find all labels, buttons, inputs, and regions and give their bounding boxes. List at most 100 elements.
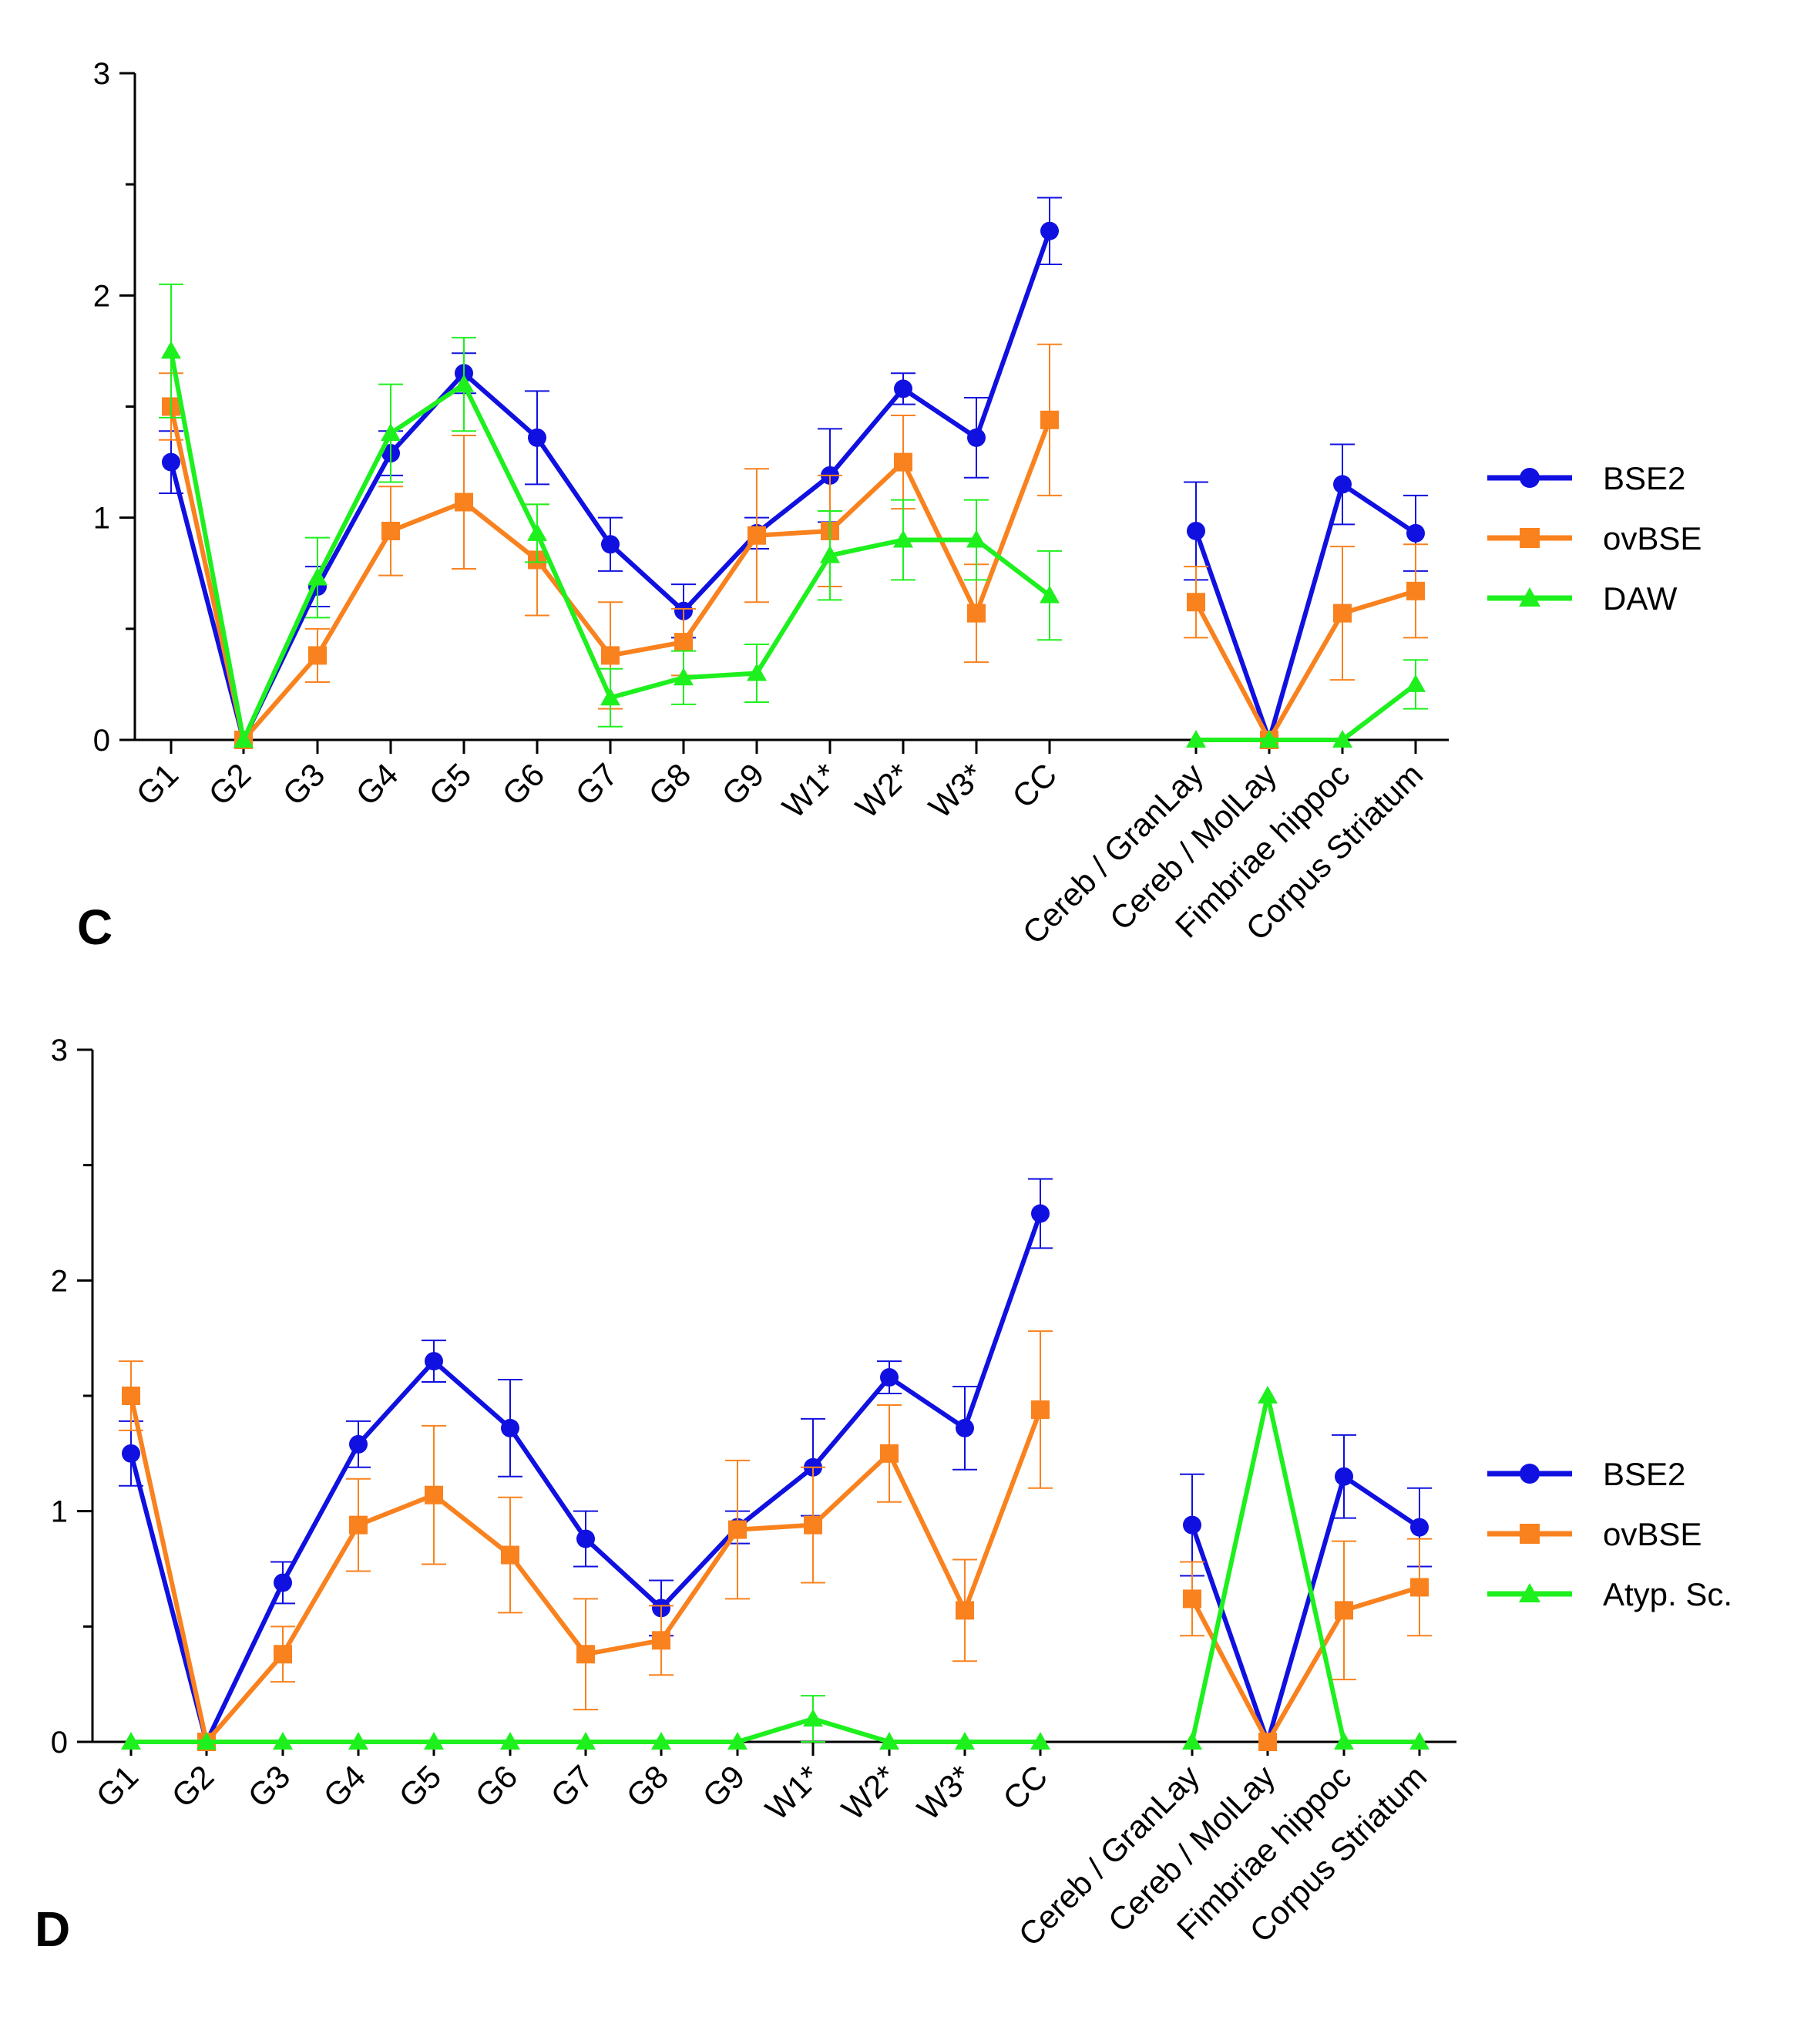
panel-c-series-1-point-6 xyxy=(601,646,620,665)
panel-d-series-1-point-16 xyxy=(1410,1578,1429,1597)
panel-d-series-0-point-15 xyxy=(1335,1467,1353,1486)
panel-c-legend-1-marker xyxy=(1520,528,1540,548)
panel-c-legend-0-marker xyxy=(1520,468,1540,488)
panel-c-series-1-line-1 xyxy=(1194,588,1416,742)
panel-c-series-2-point-9 xyxy=(820,545,840,563)
panel-c-series-1-point-13 xyxy=(1187,593,1205,612)
panel-c-series-2-point-15 xyxy=(1332,730,1352,748)
panel-d-series-2-point-9 xyxy=(803,1709,823,1727)
panel-c-series-2-point-2 xyxy=(307,567,328,586)
panel-d-series-1-point-12 xyxy=(1031,1400,1050,1419)
panel-c-x-tick-label-6: G7 xyxy=(569,756,625,812)
panel-d-x-tick-label-10: W2* xyxy=(835,1758,903,1827)
panel-d-x-tick-label-5: G6 xyxy=(469,1758,525,1814)
panel-d-series-2-point-8 xyxy=(727,1732,748,1750)
panel-c-x-tick-label-4: G5 xyxy=(422,756,479,812)
panel-c-x-tick-label-0: G1 xyxy=(129,756,186,812)
panel-d-series-2-point-2 xyxy=(273,1732,293,1750)
panel-c-series-2-point-14 xyxy=(1259,730,1279,748)
panel-c-series-1-point-7 xyxy=(674,633,693,652)
panel-d-y-tick-label-2: 2 xyxy=(51,1264,68,1298)
panel-d-x-tick-label-1: G2 xyxy=(165,1758,221,1814)
panel-d-legend-1-label: ovBSE xyxy=(1603,1516,1702,1552)
panel-d-x-tick-label-3: G4 xyxy=(317,1758,373,1814)
panel-c-x-tick-label-12: CC xyxy=(1005,756,1063,815)
panel-c-series-2-point-11 xyxy=(966,529,986,548)
panel-c-x-tick-label-3: G4 xyxy=(349,756,405,812)
panel-c-legend-2-label: DAW xyxy=(1603,580,1678,617)
panel-c-x-tick-label-2: G3 xyxy=(276,756,332,812)
panel-c-series-2-point-16 xyxy=(1406,674,1426,692)
panel-c-y-tick-label-0: 0 xyxy=(93,724,110,758)
panel-c-series-2-point-4 xyxy=(454,374,474,392)
panel-d-legend-1-marker xyxy=(1520,1524,1540,1544)
panel-c-x-tick-label-11: W3* xyxy=(922,756,990,825)
panel-d-series-0-point-0 xyxy=(122,1444,140,1463)
panel-c-series-2-point-6 xyxy=(600,687,620,706)
panel-d-x-tick-label-2: G3 xyxy=(241,1758,297,1814)
panel-c-x-tick-label-8: G9 xyxy=(715,756,771,812)
panel-c-series-2-line-1 xyxy=(1196,682,1417,742)
panel-d-series-1-point-8 xyxy=(728,1520,747,1539)
panel-c-series-2-point-13 xyxy=(1186,730,1206,748)
panel-d-x-tick-label-12: CC xyxy=(996,1758,1054,1817)
panel-c-series-2-point-8 xyxy=(747,663,767,681)
panel-c-series-0-point-15 xyxy=(1333,475,1352,494)
panel-c-x-tick-label-1: G2 xyxy=(202,756,258,812)
panel-d-series-2-point-5 xyxy=(500,1732,520,1750)
panel-d-series-0-point-12 xyxy=(1031,1204,1050,1223)
panel-d-series-2-point-12 xyxy=(1030,1732,1050,1750)
panel-d-series-0-point-2 xyxy=(274,1573,292,1592)
panel-d-series-0-point-11 xyxy=(956,1418,974,1437)
panel-d-series-1-point-11 xyxy=(956,1601,974,1620)
panel-d-series-0-point-3 xyxy=(349,1434,368,1454)
panel-c-series-0-point-12 xyxy=(1040,221,1059,240)
panel-d-series-2-point-3 xyxy=(348,1732,368,1750)
panel-c-x-tick-label-9: W1* xyxy=(775,756,844,825)
panel-c-series-2-point-10 xyxy=(893,529,913,548)
panel-d-series-2-point-6 xyxy=(576,1732,596,1750)
panel-c-series-0-line-1 xyxy=(1194,482,1417,742)
panel-c-series-2-point-7 xyxy=(674,667,694,686)
panel-d-series-2-point-11 xyxy=(955,1732,975,1750)
panel-d-series-2-point-0 xyxy=(121,1732,141,1750)
panel-d-series-2-point-4 xyxy=(424,1732,444,1750)
panel-c-series-1-point-11 xyxy=(967,603,986,623)
panel-c-x-tick-label-10: W2* xyxy=(848,756,917,825)
panel-c-series-1-point-10 xyxy=(894,452,912,472)
panel-c-series-0-point-16 xyxy=(1406,523,1425,543)
panel-d-series-1-point-10 xyxy=(880,1444,899,1463)
panel-d-x-tick-label-11: W3* xyxy=(910,1758,979,1827)
panel-c-y-tick-label-1: 1 xyxy=(93,502,110,536)
panel-d-series-1-point-9 xyxy=(804,1515,822,1535)
panel-d-series-1-point-0 xyxy=(122,1387,140,1405)
panel-c-series-2-point-0 xyxy=(161,341,181,359)
panel-d-x-tick-label-0: G1 xyxy=(89,1758,146,1814)
panel-c-series-0-point-6 xyxy=(601,535,620,554)
panel-d-series-0-point-10 xyxy=(880,1368,899,1387)
panel-c-series-1-point-15 xyxy=(1333,603,1352,623)
panel-d-series-2-point-10 xyxy=(879,1732,899,1750)
panel-c-series-0-point-0 xyxy=(162,452,180,472)
panel-d-letter: D xyxy=(35,1901,70,1957)
panel-d-x-tick-label-4: G5 xyxy=(392,1758,448,1814)
panel-d-legend-0-label: BSE2 xyxy=(1603,1456,1685,1492)
panel-d-series-1-point-5 xyxy=(501,1545,519,1565)
panel-c-series-0-point-5 xyxy=(528,428,546,447)
panel-c-series-0-point-11 xyxy=(967,428,986,447)
panel-d-series-2-line-1 xyxy=(1190,1393,1419,1744)
panel-d-series-2-point-7 xyxy=(651,1732,671,1750)
panel-c-legend-2-marker xyxy=(1519,587,1540,607)
panel-d-series-1-point-14 xyxy=(1258,1733,1277,1751)
panel-c-series-1-point-4 xyxy=(455,493,473,512)
panel-c-series-2-point-1 xyxy=(233,730,254,748)
panel-d-legend-2-marker xyxy=(1519,1583,1540,1602)
panel-c-legend-0-label: BSE2 xyxy=(1603,460,1685,496)
panel-d-legend-2-label: Atyp. Sc. xyxy=(1603,1576,1732,1612)
panel-d-series-1-point-15 xyxy=(1335,1601,1353,1620)
panel-d-series-0-point-16 xyxy=(1410,1518,1429,1537)
panel-c-series-1-point-3 xyxy=(381,521,400,540)
